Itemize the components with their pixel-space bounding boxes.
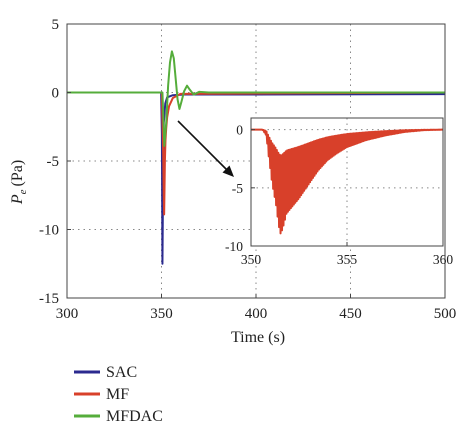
y-axis-label-symbol: P [9,194,26,205]
y-axis-label-unit: (Pa) [9,160,26,187]
series-line-mf [251,128,443,235]
legend-label-mf: MF [106,386,129,403]
x-tick-label: 350 [241,252,262,267]
series-line-mfdac [67,50,445,147]
x-tick-label: 450 [339,306,362,322]
x-axis-label: Time (s) [231,329,285,346]
x-tick-label: 300 [56,306,79,322]
y-tick-label: -5 [47,154,60,170]
y-tick-label: 0 [52,86,60,102]
x-tick-label: 500 [434,306,457,322]
inset-pointer-arrowhead [222,165,234,177]
y-tick-label: 5 [52,17,60,33]
x-tick-label: 355 [337,252,358,267]
main-series-group [67,50,445,265]
x-tick-label: 350 [150,306,173,322]
y-tick-label: -10 [39,223,59,239]
y-tick-label: -10 [225,239,243,254]
legend: SAC MF MFDAC [74,364,163,425]
x-tick-label: 400 [245,306,268,322]
inset-tick-labels: 350 355 360 0 -5 -10 [225,123,453,267]
y-tick-label: 0 [236,123,243,138]
inset-pointer-arrow [177,120,229,172]
y-axis-label: Pe (Pa) [9,160,29,205]
y-axis-label-subscript: e [17,189,29,194]
legend-label-sac: SAC [106,364,137,381]
main-tick-labels: 300 350 400 450 500 5 0 -5 -10 -15 [39,17,456,322]
y-tick-label: -15 [39,291,59,307]
series-line-mf [67,91,445,216]
legend-label-mfdac: MFDAC [106,408,163,425]
y-tick-label: -5 [232,181,243,196]
inset-series-group [251,128,443,235]
x-tick-label: 360 [433,252,454,267]
